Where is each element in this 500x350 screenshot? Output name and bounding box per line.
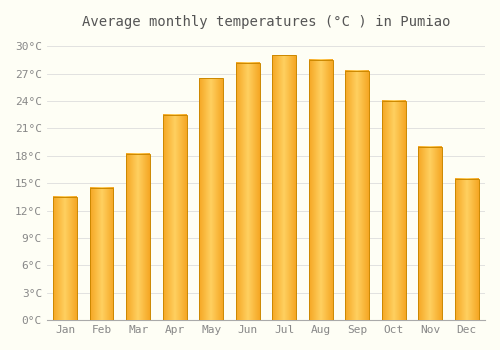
Bar (236, 63, 260, 320)
Title: Average monthly temperatures (°C ) in Pumiao: Average monthly temperatures (°C ) in Pu… (82, 15, 450, 29)
Bar (346, 71, 369, 320)
Bar (309, 60, 332, 320)
Bar (90, 188, 114, 320)
Bar (54, 197, 77, 320)
Bar (126, 154, 150, 320)
Bar (200, 78, 223, 320)
Bar (272, 55, 296, 320)
Bar (455, 178, 478, 320)
Bar (382, 101, 406, 320)
Bar (163, 115, 186, 320)
Bar (418, 147, 442, 320)
